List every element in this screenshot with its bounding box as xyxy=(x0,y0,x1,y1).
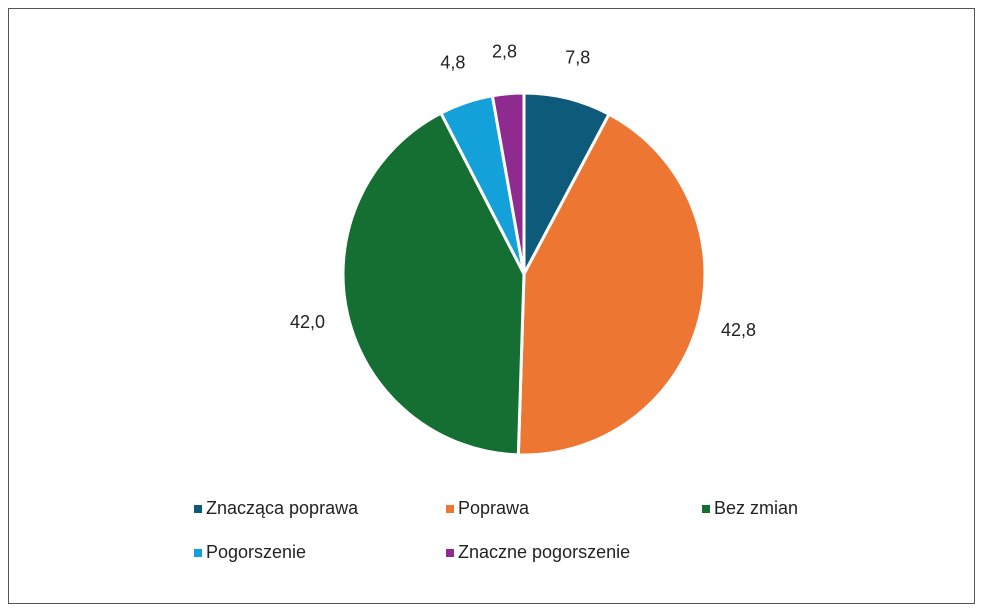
legend-label: Pogorszenie xyxy=(206,542,306,562)
legend-marker xyxy=(194,505,202,513)
legend-marker xyxy=(194,549,202,557)
legend-marker xyxy=(702,505,710,513)
legend-label: Znaczne pogorszenie xyxy=(458,542,630,562)
legend-marker xyxy=(446,505,454,513)
data-label: 42,0 xyxy=(290,312,325,332)
legend-label: Bez zmian xyxy=(714,498,798,518)
data-label: 7,8 xyxy=(565,47,590,67)
pie-slice xyxy=(341,111,526,457)
legend-label: Poprawa xyxy=(458,498,530,518)
data-label: 2,8 xyxy=(492,42,517,62)
data-label: 42,8 xyxy=(721,320,756,340)
data-label: 4,8 xyxy=(440,52,465,72)
legend-marker xyxy=(446,549,454,557)
pie-slice xyxy=(490,91,526,275)
pie-slice xyxy=(516,112,707,457)
legend-label: Znacząca poprawa xyxy=(206,498,359,518)
